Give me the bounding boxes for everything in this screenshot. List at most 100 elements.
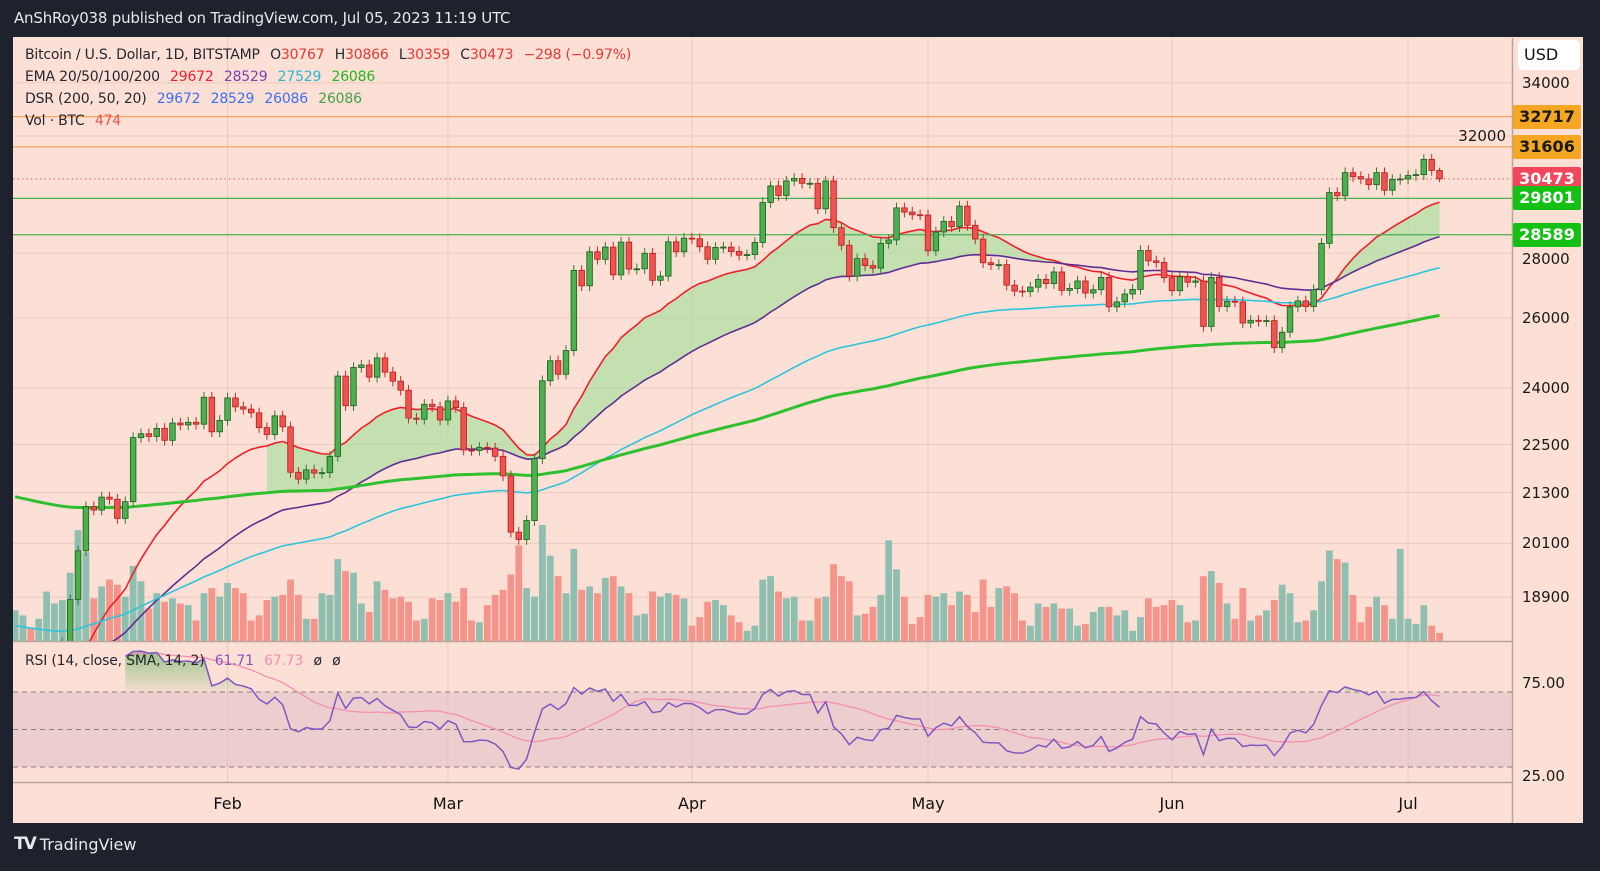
- candle-body: [358, 364, 365, 368]
- candle-body: [657, 275, 664, 281]
- candle-body: [1255, 319, 1262, 322]
- volume-bar: [216, 596, 224, 641]
- candle-body: [1168, 277, 1176, 292]
- volume-bar: [672, 594, 680, 641]
- candle: [279, 410, 286, 433]
- candle: [838, 222, 845, 251]
- candle: [145, 428, 153, 442]
- candle: [995, 259, 1003, 270]
- volume-bar: [971, 612, 979, 641]
- volume-bar: [712, 600, 719, 641]
- candle-body: [539, 380, 546, 460]
- candle-body: [224, 397, 231, 421]
- candle: [1176, 271, 1184, 296]
- candle-body: [1263, 320, 1270, 323]
- ema-cloud-fill: [1337, 202, 1440, 281]
- candle-body: [200, 396, 208, 425]
- candle: [704, 241, 711, 265]
- candle-body: [948, 220, 955, 228]
- volume-bar: [1097, 606, 1105, 641]
- volume-bar: [775, 591, 782, 641]
- candle-body: [287, 426, 294, 473]
- candle-body: [114, 498, 121, 519]
- dsr-legend[interactable]: DSR (200, 50, 20) 29672 28529 26086 2608…: [25, 91, 368, 107]
- candle: [1090, 284, 1097, 299]
- candle-body: [822, 180, 829, 210]
- candle: [484, 442, 491, 454]
- candle: [531, 453, 538, 526]
- candle-body: [98, 496, 105, 511]
- candle-body: [1176, 276, 1184, 292]
- candle-body: [405, 389, 412, 419]
- candle-body: [877, 242, 884, 269]
- volume-bar: [460, 588, 468, 641]
- candle: [964, 200, 971, 231]
- candle-body: [1208, 277, 1215, 327]
- symbol-legend[interactable]: Bitcoin / U.S. Dollar, 1D, BITSTAMP O307…: [25, 47, 637, 63]
- candle: [381, 352, 389, 378]
- candle-body: [303, 469, 310, 480]
- candle-body: [255, 412, 263, 429]
- currency-button[interactable]: USD: [1518, 40, 1580, 70]
- tradingview-logo[interactable]: TV TradingView: [14, 834, 136, 854]
- volume-bar: [759, 579, 767, 641]
- volume-bar: [1058, 608, 1066, 641]
- candle-body: [1294, 300, 1302, 308]
- ema-legend[interactable]: EMA 20/50/100/200 29672 28529 27529 2608…: [25, 69, 381, 85]
- candle-body: [972, 224, 979, 240]
- price-tick-label: 22500: [1522, 435, 1570, 454]
- volume-bar: [719, 605, 727, 641]
- candle: [106, 491, 113, 505]
- candle-body: [1082, 280, 1089, 294]
- price-tick-label: 18900: [1522, 588, 1570, 607]
- candle: [948, 216, 955, 233]
- candle-body: [728, 246, 735, 252]
- candle: [1381, 167, 1388, 196]
- candle: [1286, 301, 1294, 338]
- close-value: 30473: [469, 47, 514, 63]
- candle-body: [1215, 277, 1223, 307]
- high-label: H: [334, 47, 346, 63]
- candle: [759, 197, 766, 248]
- volume-bar: [342, 571, 350, 641]
- candle: [1019, 285, 1026, 297]
- candle: [924, 209, 932, 257]
- candle-body: [964, 205, 971, 226]
- candle: [987, 257, 995, 270]
- price-tick-label: 24000: [1522, 379, 1570, 398]
- volume-bar: [1215, 583, 1223, 641]
- candle: [240, 401, 247, 415]
- volume-bar: [310, 618, 318, 641]
- candle-body: [1050, 271, 1058, 284]
- candle-body: [1113, 301, 1121, 308]
- dsr-value-2: 28529: [210, 91, 255, 107]
- rsi-legend[interactable]: RSI (14, close, SMA, 14, 2) 61.71 67.73 …: [25, 653, 346, 669]
- candle: [972, 220, 979, 245]
- candle: [1436, 167, 1443, 183]
- candle: [507, 470, 515, 538]
- candle: [1404, 170, 1412, 185]
- candle: [1027, 281, 1034, 297]
- volume-bar: [900, 596, 908, 641]
- volume-bar: [1286, 593, 1294, 641]
- candle-body: [751, 242, 759, 255]
- volume-bar: [940, 593, 948, 641]
- candle-body: [468, 449, 475, 452]
- volume-bar: [137, 581, 145, 641]
- candle: [1278, 326, 1286, 354]
- volume-legend[interactable]: Vol · BTC 474: [25, 113, 127, 129]
- volume-bar: [979, 579, 987, 641]
- volume-bar: [657, 596, 664, 641]
- candle-body: [1247, 319, 1254, 324]
- price-tick-label: 21300: [1522, 483, 1570, 502]
- candle: [909, 206, 916, 221]
- candle: [586, 246, 593, 292]
- rsi-tick-label: 75.00: [1522, 673, 1565, 692]
- time-tick-label: Jun: [1159, 794, 1185, 813]
- candle: [1168, 272, 1176, 296]
- rsi-sma-line: [125, 652, 1440, 748]
- volume-bar: [1381, 605, 1388, 641]
- candle: [617, 236, 625, 281]
- candle: [499, 451, 507, 482]
